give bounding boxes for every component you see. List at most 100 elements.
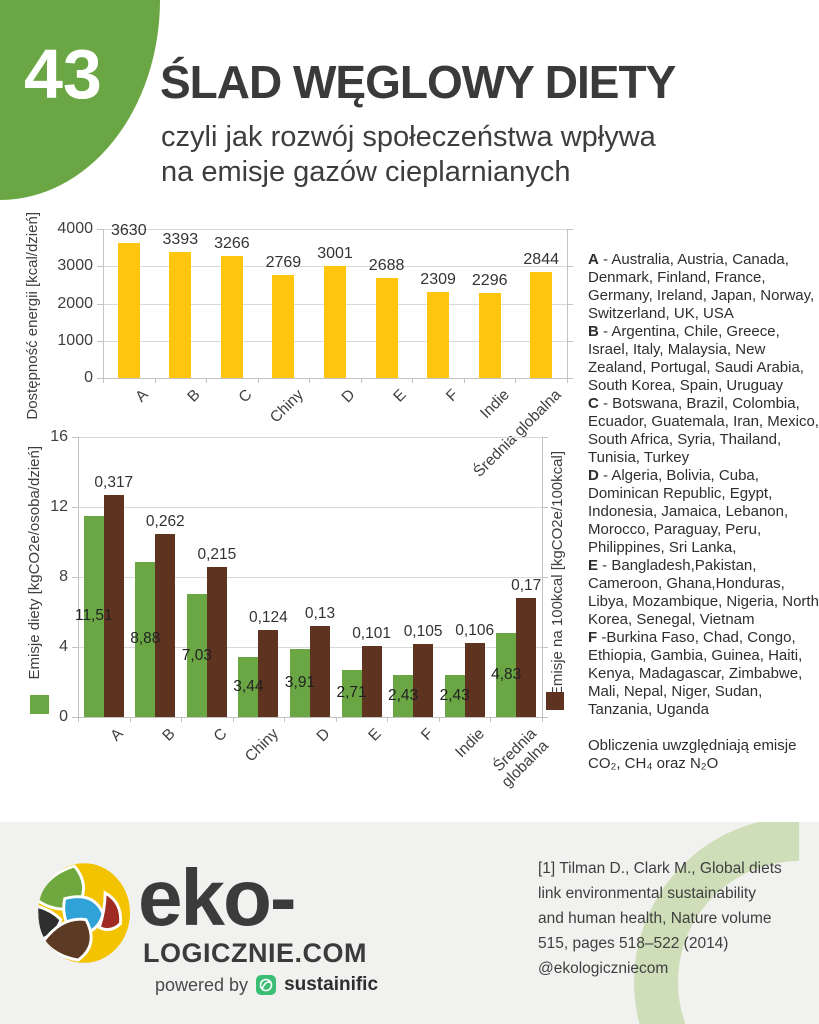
country-group-countries: - Botswana, Brazil, Colombia, Ecuador, G… [588, 395, 819, 466]
x-tick-label: D [313, 725, 334, 746]
bar-value-label-brown: 0,262 [145, 512, 185, 530]
bar-value-label: 3266 [214, 235, 250, 253]
y-tick-mark [72, 647, 78, 648]
x-tick-label: D [338, 386, 359, 407]
emissions-note: Obliczenia uwzględniają emisje CO₂, CH₄ … [588, 737, 819, 773]
bar-value-label-green: 11,51 [74, 607, 113, 625]
bar [324, 266, 346, 378]
x-tick-label: Chiny [266, 386, 307, 427]
bar-green [135, 561, 156, 717]
bar-brown [361, 646, 382, 717]
x-tick-mark [78, 717, 79, 722]
citation-line: link environmental sustainability [538, 885, 756, 902]
x-axis-line [78, 717, 543, 718]
gridline [78, 577, 542, 578]
bar-value-label: 2844 [523, 251, 559, 269]
y-tick-mark [542, 437, 548, 438]
powered-by-row: powered by sustainific [155, 974, 378, 996]
y-tick-label: 3000 [57, 257, 93, 275]
bar [220, 256, 243, 378]
bar [478, 292, 501, 378]
x-tick-label: B [184, 386, 204, 406]
y-tick-mark [97, 378, 103, 379]
y-tick-mark [72, 717, 78, 718]
y-tick-mark [97, 266, 103, 268]
bar-value-label-green: 4,83 [491, 665, 522, 683]
x-tick-mark [542, 717, 543, 722]
bar-value-label-brown: 0,215 [197, 545, 237, 563]
country-group-key: A [588, 251, 599, 268]
x-axis-line [103, 378, 568, 379]
legend-swatch-diet-emissions [30, 695, 49, 714]
x-tick-label: Indie [452, 725, 489, 762]
y-tick-label: 0 [59, 708, 68, 725]
x-tick-mark [567, 378, 568, 383]
country-group: C - Botswana, Brazil, Colombia, Ecuador,… [588, 395, 819, 467]
bar-green [444, 674, 465, 717]
y-tick-mark [72, 437, 78, 438]
y-tick-label: 4 [59, 638, 68, 655]
country-group-key: B [588, 323, 599, 340]
bar-value-label: 3630 [111, 221, 147, 239]
page-number-badge: 43 [0, 0, 160, 200]
legend-swatch-per-100kcal [546, 692, 564, 710]
x-tick-label: Indie [477, 386, 514, 423]
country-group: A - Australia, Austria, Canada, Denmark,… [588, 251, 819, 323]
bar-green [83, 515, 104, 717]
gridline [78, 437, 542, 438]
y-tick-mark [542, 717, 548, 718]
x-tick-mark [154, 378, 156, 383]
footer [0, 822, 819, 1024]
y-tick-label: 8 [59, 568, 68, 585]
x-tick-mark [206, 378, 208, 383]
y-axis-line [78, 437, 79, 717]
y-tick-mark [542, 647, 548, 648]
y-axis-line-right [567, 229, 568, 378]
bar-value-label-brown: 0,317 [94, 474, 134, 492]
citation-line: @ekologiczniecom [538, 960, 669, 977]
country-group-countries: - Australia, Austria, Canada, Denmark, F… [588, 251, 815, 322]
country-group-key: C [588, 395, 599, 412]
bar-brown [310, 626, 330, 717]
bar-value-label-green: 2,71 [336, 684, 367, 702]
gridline [103, 229, 567, 230]
y-tick-mark [97, 340, 103, 342]
logo-wordmark: eko- [138, 853, 296, 942]
bar-brown [103, 495, 124, 717]
y-tick-mark [567, 340, 573, 342]
bar-value-label: 3001 [317, 245, 353, 263]
x-tick-label: A [132, 386, 153, 406]
x-tick-mark [335, 717, 337, 722]
bar [427, 292, 450, 378]
citation-block: [1] Tilman D., Clark M., Global diets li… [538, 856, 793, 981]
y-axis-line-right [542, 437, 543, 717]
country-group: D - Algeria, Bolivia, Cuba, Dominican Re… [588, 467, 819, 557]
x-tick-mark [103, 378, 104, 383]
citation-line: 515, pages 518–522 (2014) [538, 935, 729, 952]
y-axis-line [103, 229, 104, 378]
bar-green [341, 669, 362, 717]
powered-by-label: powered by [155, 974, 249, 995]
y-tick-mark [567, 303, 573, 305]
x-tick-mark [181, 717, 183, 722]
bar-brown [258, 630, 279, 717]
bar-value-label-brown: 0,13 [304, 605, 336, 622]
note-line1: Obliczenia uwzględniają emisje [588, 737, 797, 754]
bar-brown [155, 533, 176, 717]
y-tick-label: 0 [84, 369, 93, 386]
country-group-countries: -Burkina Faso, Chad, Congo, Ethiopia, Ga… [588, 629, 803, 718]
bar-green [186, 594, 207, 717]
energy-chart-y-axis-title: Dostępność energii [kcal/dzień] [24, 212, 41, 420]
y-tick-mark [542, 507, 548, 508]
bar-value-label-green: 3,91 [284, 673, 316, 691]
emissions-chart-right-axis-title: Emisje na 100kcal [kgCO2e/100kcal] [549, 451, 566, 697]
bar-green [393, 674, 414, 717]
x-tick-mark [257, 378, 259, 383]
logo-domain: LOGICZNIE.COM [143, 938, 367, 968]
y-tick-mark [97, 303, 103, 305]
page-title: ŚLAD WĘGLOWY DIETY [160, 56, 676, 108]
country-group-countries: - Bangladesh,Pakistan, Cameroon, Ghana,H… [588, 557, 819, 628]
bar-value-label: 2309 [420, 271, 456, 288]
y-tick-mark [567, 266, 573, 268]
bar [375, 277, 398, 378]
